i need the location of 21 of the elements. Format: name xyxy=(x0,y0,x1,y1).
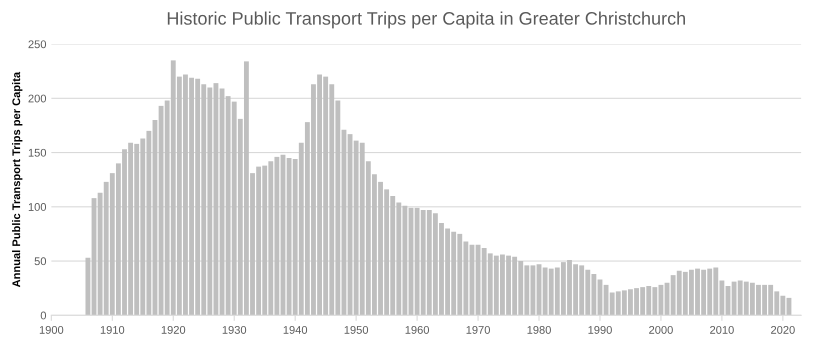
x-tick-label: 1950 xyxy=(344,326,368,334)
x-tick-label: 1930 xyxy=(222,326,246,334)
y-tick-label: 50 xyxy=(34,257,46,266)
x-tick-label: 1900 xyxy=(40,326,64,334)
y-tick-label: 250 xyxy=(28,40,46,48)
y-tick-label: 100 xyxy=(28,203,46,211)
x-tick-label: 2020 xyxy=(771,326,795,334)
x-tick-label: 1940 xyxy=(284,326,308,334)
y-tick-label: 0 xyxy=(40,312,46,320)
y-tick-label: 200 xyxy=(28,94,46,102)
x-tick-label: 1990 xyxy=(588,326,612,334)
x-tick-label: 1980 xyxy=(528,326,551,334)
x-tick-label: 2000 xyxy=(649,326,673,334)
chart-title: Historic Public Transport Trips per Capita in Greater Christchurch xyxy=(168,12,685,28)
x-tick-label: 1970 xyxy=(466,326,490,334)
x-tick-label: 2010 xyxy=(710,326,734,334)
y-axis-title: Annual Public Transport Trips per Capita xyxy=(12,72,22,288)
x-tick-label: 1960 xyxy=(406,326,430,334)
y-tick-label: 150 xyxy=(28,148,46,157)
x-tick-label: 1910 xyxy=(100,326,124,334)
x-tick-label: 1920 xyxy=(162,326,186,334)
